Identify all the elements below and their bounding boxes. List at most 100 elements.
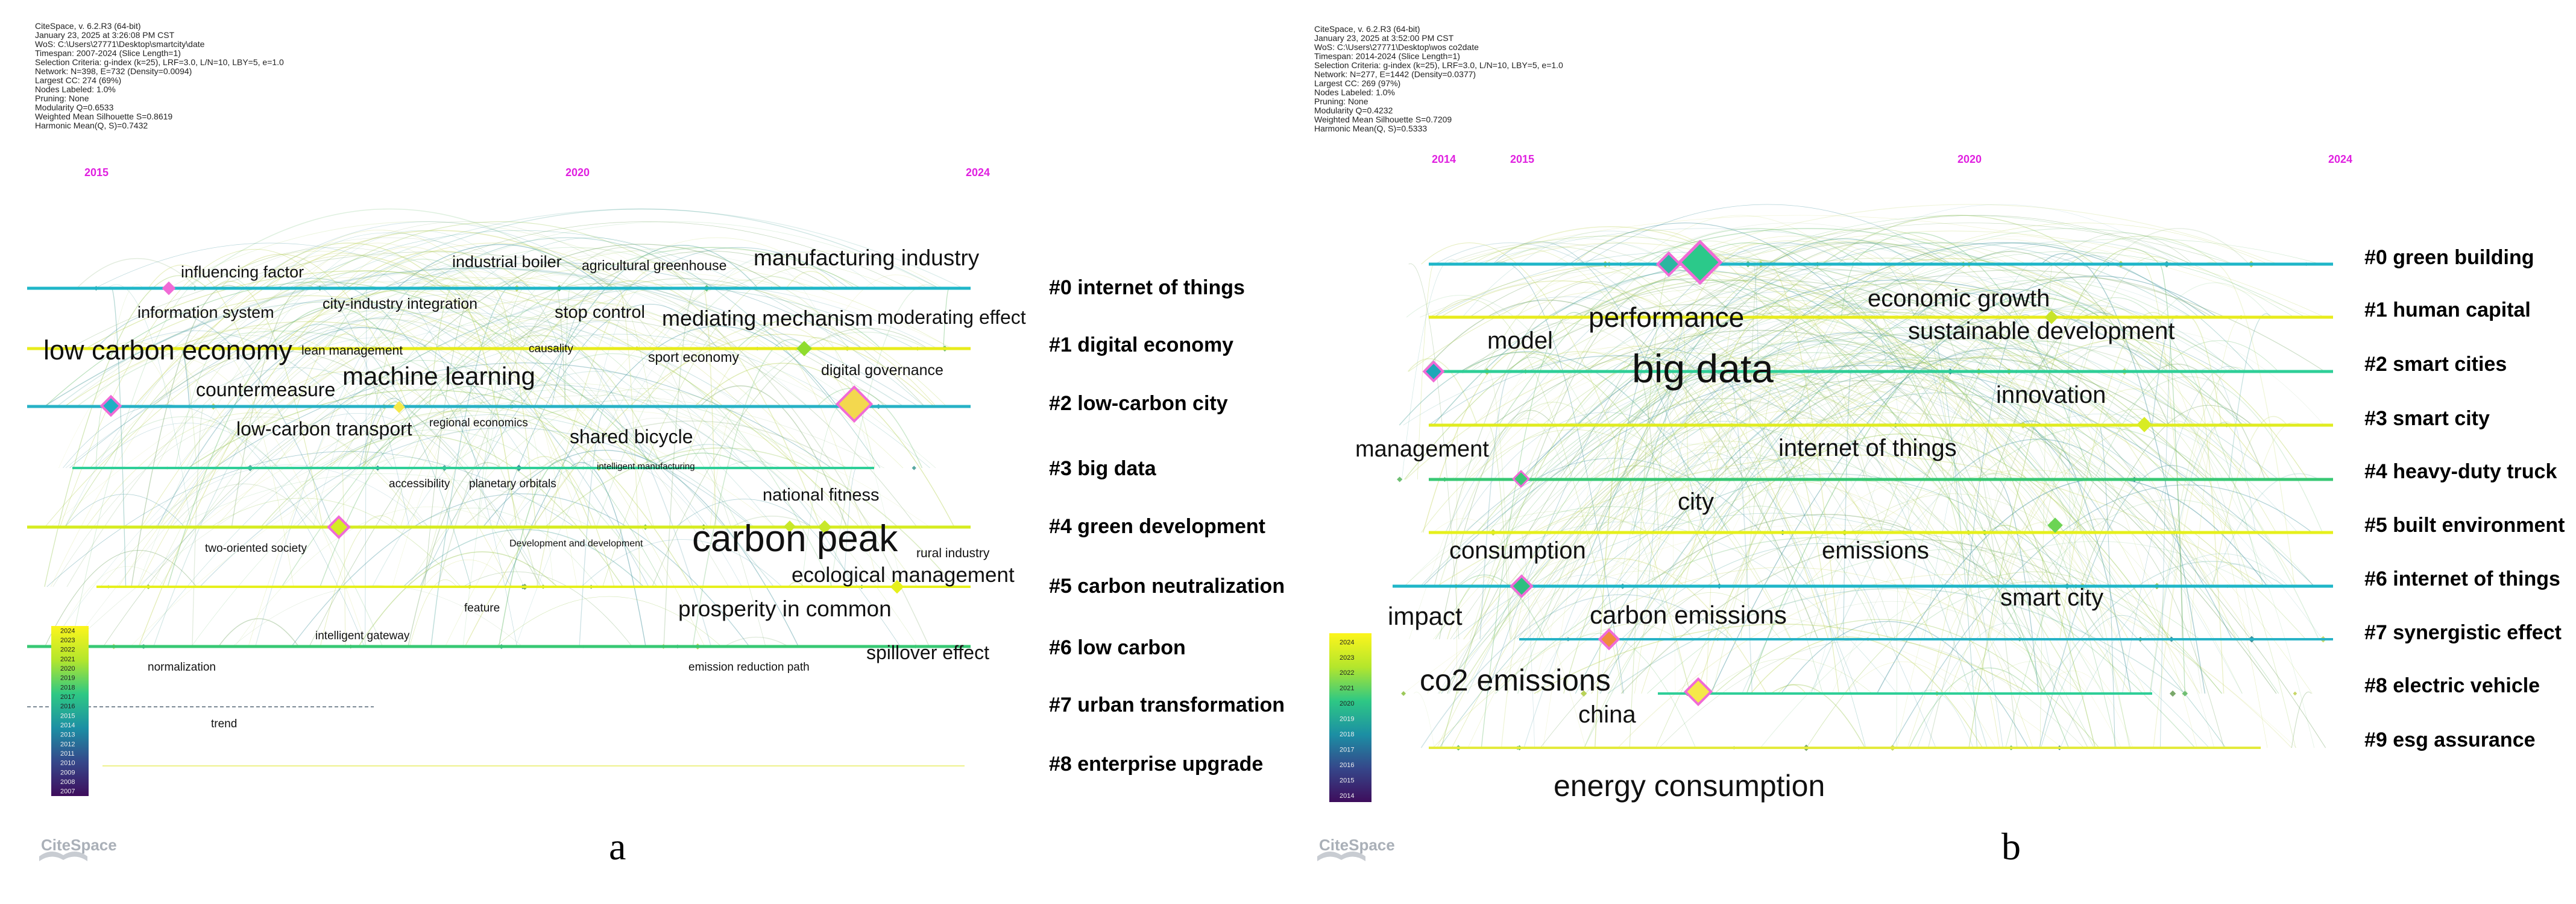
citation-arc xyxy=(692,339,808,647)
citation-arc xyxy=(1584,344,2253,640)
legend-year-label: 2016 xyxy=(60,703,75,710)
citation-arc xyxy=(1428,355,1804,426)
citation-arc xyxy=(140,253,500,407)
citation-arc xyxy=(1495,242,2200,694)
citation-arc xyxy=(1604,359,1823,694)
citation-arc xyxy=(420,247,849,587)
citation-arc xyxy=(439,285,518,528)
keyword-label: innovation xyxy=(1996,382,2106,408)
citation-arc xyxy=(1916,292,2052,372)
citation-arc xyxy=(1583,204,1951,265)
citation-arc xyxy=(1645,314,2323,640)
node xyxy=(817,520,832,534)
citation-arc xyxy=(138,250,532,647)
cluster-label: #6 low carbon xyxy=(1049,636,1186,659)
citation-arc xyxy=(400,402,496,528)
citation-arc xyxy=(1926,232,2193,480)
citation-arc xyxy=(1895,418,2018,640)
citation-arc xyxy=(54,566,166,647)
citation-arc xyxy=(2035,338,2308,480)
citation-arc xyxy=(1845,242,2255,372)
meta-line: Harmonic Mean(Q, S)=0.5333 xyxy=(1314,124,1427,133)
citation-arc xyxy=(148,464,429,528)
citation-arc xyxy=(1522,335,2102,587)
citation-arcs-a xyxy=(43,208,964,650)
citespace-logo-a: CiteSpace xyxy=(39,836,117,861)
citation-arc xyxy=(1770,304,1877,533)
citation-arc xyxy=(1458,238,2322,587)
citation-arc xyxy=(1684,242,2043,694)
citation-arc xyxy=(1634,360,1747,694)
citation-arc xyxy=(663,286,698,647)
citation-arc xyxy=(1440,280,1935,640)
citation-arc xyxy=(2005,340,2279,748)
citation-arc xyxy=(498,459,576,647)
cluster-label: #4 heavy-duty truck xyxy=(2364,460,2557,483)
citation-arc xyxy=(537,280,821,528)
citation-arc xyxy=(2065,309,2134,426)
citation-arc xyxy=(1813,380,2243,694)
meta-line: Nodes Labeled: 1.0% xyxy=(35,84,116,94)
citation-arc xyxy=(1967,314,2032,587)
citation-arc xyxy=(1421,429,1791,640)
citation-arc xyxy=(1663,452,1866,748)
citation-arc xyxy=(94,423,280,469)
citation-arc xyxy=(515,251,877,647)
citation-arc xyxy=(1918,312,2018,748)
citation-arc xyxy=(1453,300,1998,480)
citation-arc xyxy=(1546,261,2143,480)
citation-arc xyxy=(1665,317,1676,694)
citation-arc xyxy=(1633,368,1715,533)
citation-arc xyxy=(1542,307,2235,533)
citation-arc xyxy=(1647,549,2200,694)
citation-arc xyxy=(1811,292,1982,640)
citation-arc xyxy=(342,246,478,289)
citation-arc xyxy=(1440,361,1682,748)
cluster-lines-a xyxy=(27,286,971,767)
citation-arc xyxy=(213,281,323,528)
citation-arc xyxy=(2017,420,2132,694)
citation-arc xyxy=(1459,235,2097,533)
citation-arc xyxy=(430,281,530,647)
citation-arc xyxy=(1688,291,2009,426)
citation-arc xyxy=(1421,242,1690,694)
keyword-label: influencing factor xyxy=(181,263,304,281)
citation-arc xyxy=(137,371,490,587)
citation-arc xyxy=(1902,581,2223,694)
keyword-label: smart city xyxy=(2000,584,2103,611)
keyword-label: causality xyxy=(529,343,573,355)
citation-arc xyxy=(423,560,513,587)
keyword-label: stop control xyxy=(555,303,645,322)
citation-arc xyxy=(1866,314,1888,372)
citation-arc xyxy=(1909,667,2035,748)
citation-arc xyxy=(1621,333,1780,372)
citation-arc xyxy=(1507,446,1800,694)
citation-arc xyxy=(1509,357,1554,372)
citation-arc xyxy=(370,457,524,587)
citation-arc xyxy=(1660,204,2279,265)
citation-arc xyxy=(45,281,657,469)
legend-year-label: 2020 xyxy=(60,665,75,672)
keyword-label: spillover effect xyxy=(866,642,989,663)
book-icon xyxy=(39,851,87,861)
citation-arc xyxy=(1664,357,2168,533)
citation-arc xyxy=(1489,296,1936,748)
citation-arc xyxy=(117,345,175,407)
citation-arc xyxy=(1963,499,2314,694)
node xyxy=(1598,628,1620,651)
meta-line: January 23, 2025 at 3:26:08 PM CST xyxy=(35,30,175,40)
citation-arc xyxy=(2291,691,2312,748)
citation-arc xyxy=(1532,286,1814,694)
meta-line: Pruning: None xyxy=(35,93,89,103)
citation-arc xyxy=(1720,370,1933,533)
citation-arc xyxy=(52,417,429,587)
meta-line: Network: N=398, E=732 (Density=0.0094) xyxy=(35,66,192,76)
citation-arc xyxy=(1530,279,1735,480)
citation-arc xyxy=(1948,423,2249,694)
citation-arc xyxy=(1731,215,2294,318)
citation-arc xyxy=(1775,396,1935,480)
citation-arc xyxy=(1740,313,1805,640)
cluster-label: #8 enterprise upgrade xyxy=(1049,753,1263,776)
citation-arc xyxy=(1577,272,2129,640)
citation-arc xyxy=(1434,242,1858,694)
